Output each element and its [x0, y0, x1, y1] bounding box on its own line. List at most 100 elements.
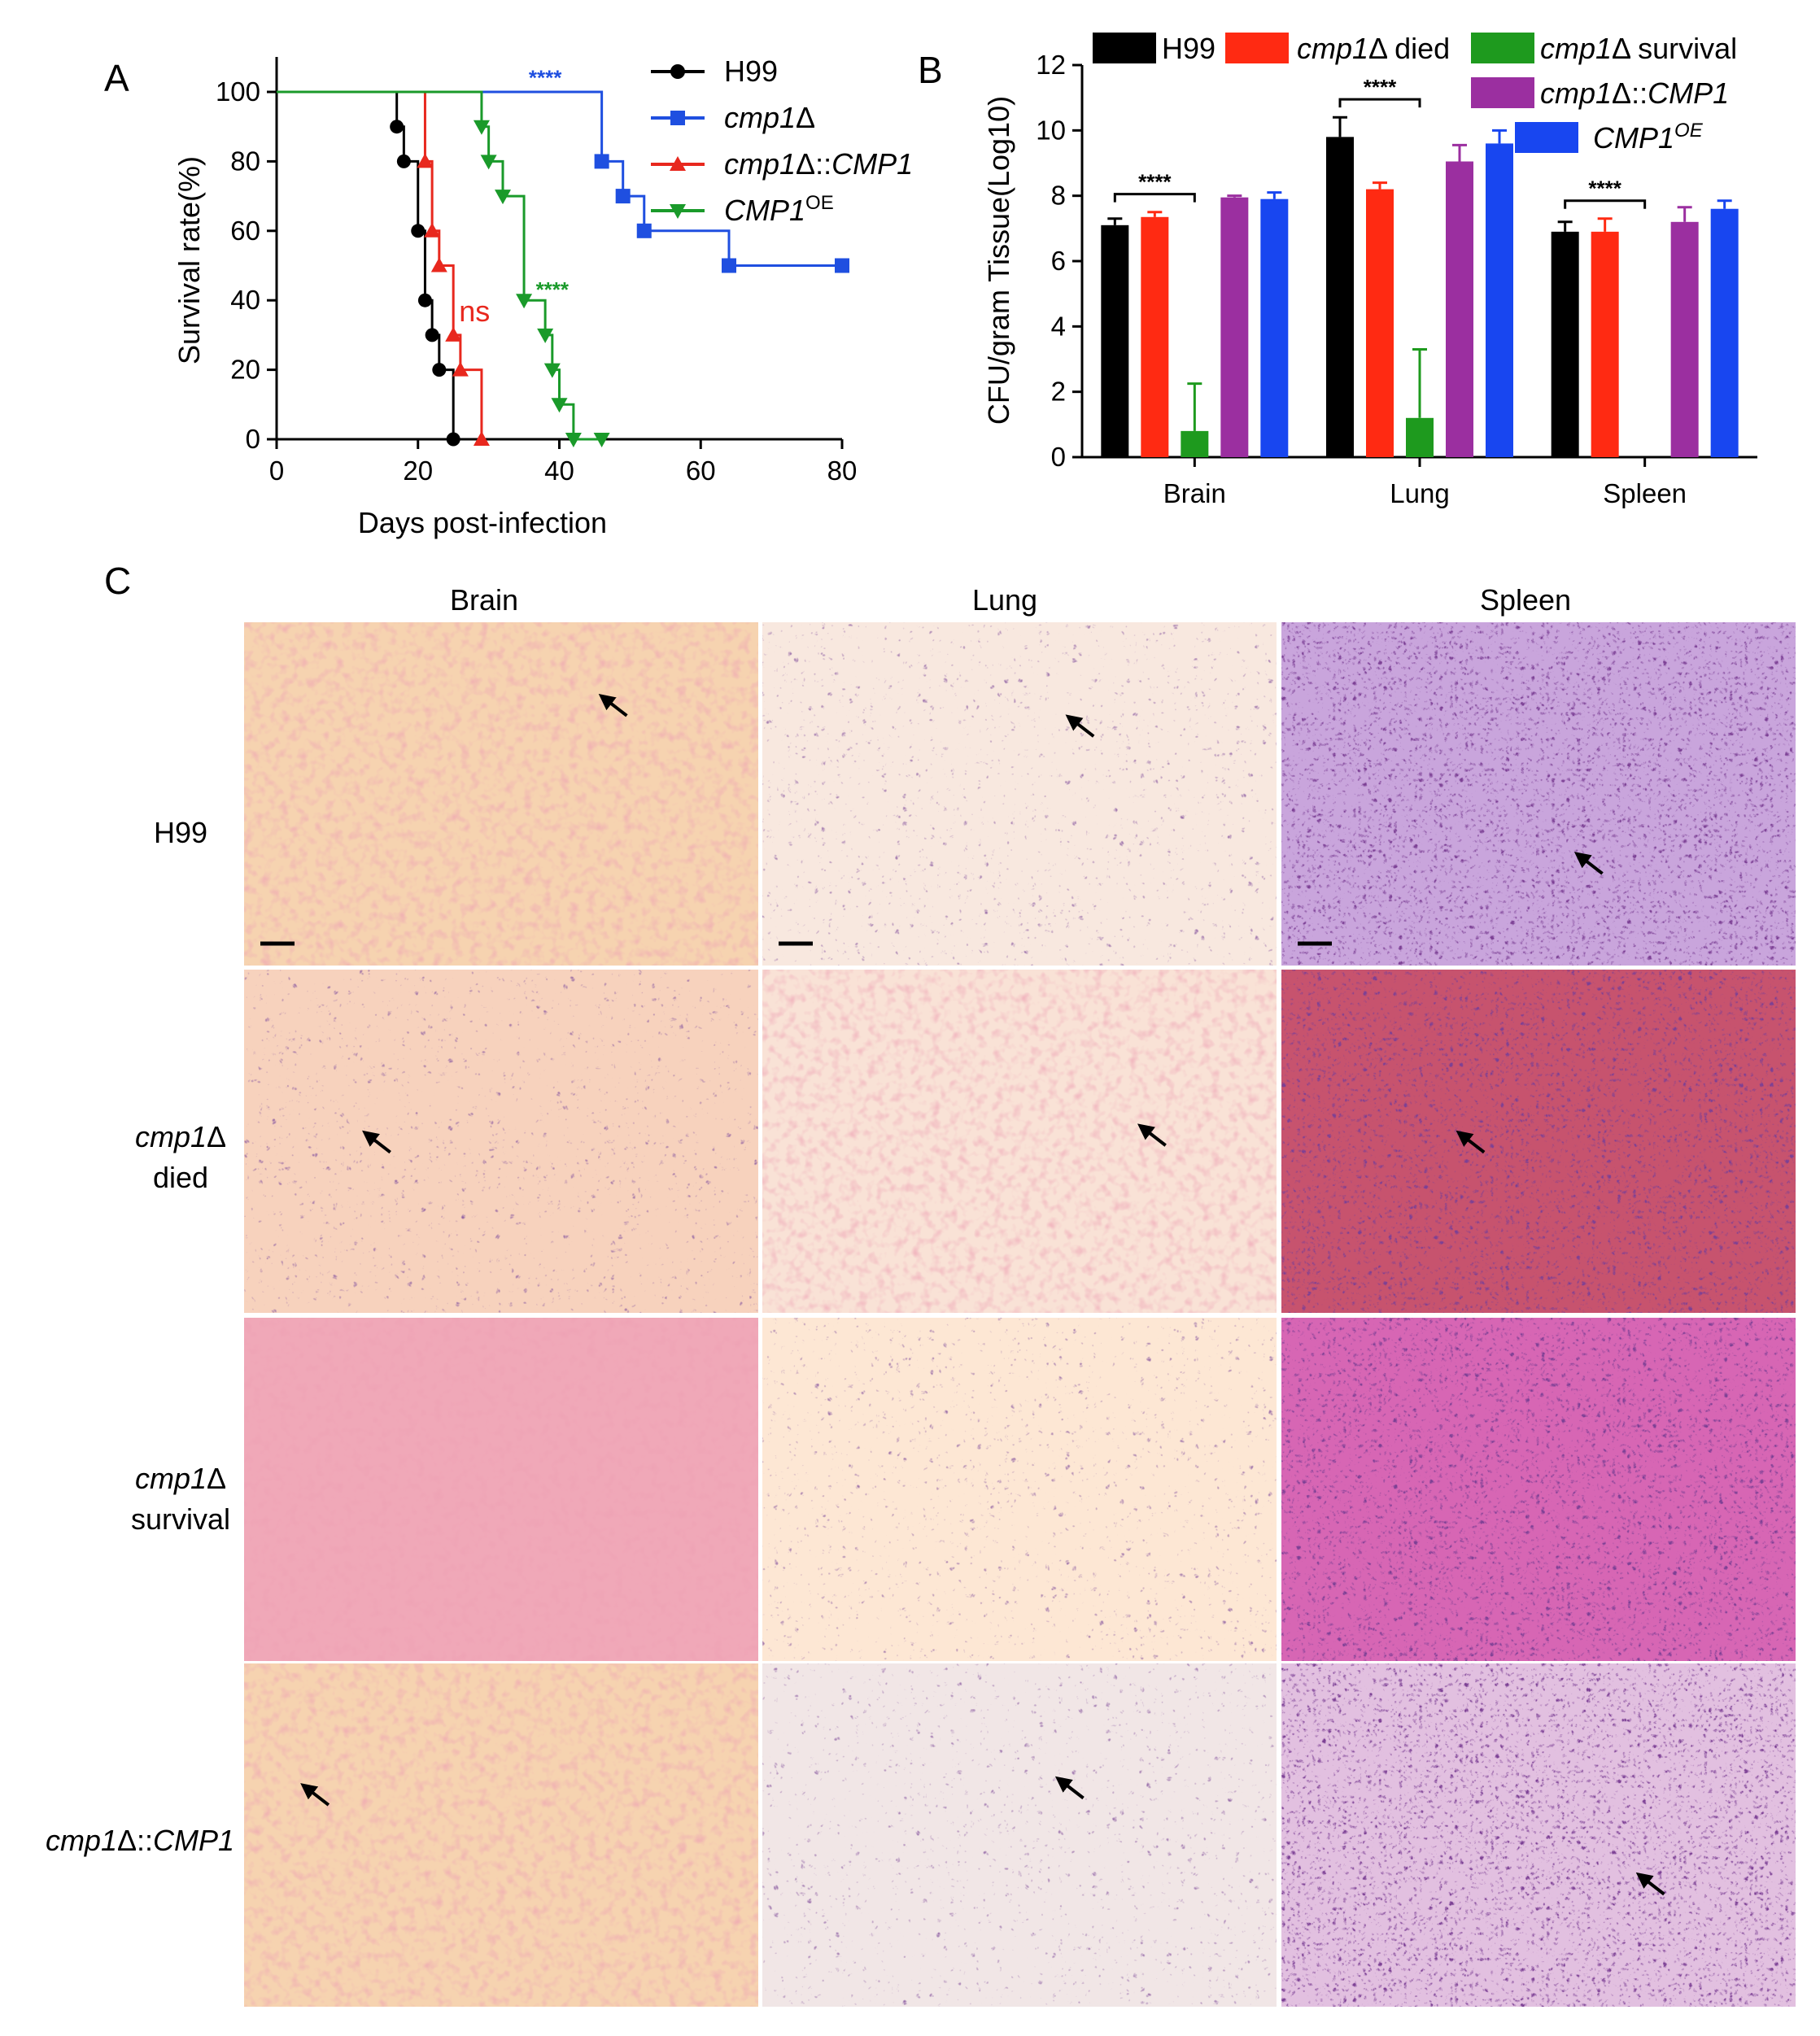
cfu-significance-bracket: [1113, 193, 1196, 203]
survival-point: [551, 398, 568, 413]
svg-text:cmp1Δ::CMP1: cmp1Δ::CMP1: [724, 147, 913, 181]
cfu-bar: [1220, 197, 1249, 458]
histology-tile-texture: [244, 622, 758, 966]
survival-y-tick-label: 0: [246, 424, 260, 454]
histology-image-r1-c2: [762, 622, 1277, 966]
svg-text:cmp1Δ survival: cmp1Δ survival: [1540, 32, 1737, 65]
survival-y-tick-label: 40: [230, 285, 260, 315]
survival-point: [432, 363, 447, 377]
survival-x-tick-label: 80: [827, 456, 858, 486]
histology-row-survival: cmp1Δ survival: [131, 1462, 230, 1536]
cfu-bar: [1710, 208, 1739, 457]
histology-row-died: cmp1Δ died: [135, 1120, 226, 1194]
survival-point: [835, 258, 849, 273]
survival-point: [452, 361, 469, 377]
survival-point: [615, 189, 631, 204]
arrow-icon: [1065, 714, 1095, 738]
survival-point: [636, 223, 652, 238]
survival-point: [417, 293, 432, 307]
panel-label-c: C: [104, 560, 131, 602]
histology-image-r1-c1: [244, 622, 758, 966]
histology-tile-texture: [762, 970, 1277, 1313]
histology-image-r4-c3: [1281, 1663, 1796, 2007]
survival-y-tick-label: 20: [230, 355, 260, 385]
histology-tile-texture: [1281, 1663, 1796, 2007]
histology-col-spleen: Spleen: [1480, 583, 1571, 617]
histology-tile-texture: [762, 1318, 1277, 1661]
svg-text:died: died: [153, 1161, 208, 1194]
svg-text:cmp1Δ: cmp1Δ: [724, 101, 815, 134]
survival-line: [277, 90, 842, 267]
histology-image-r3-c1: [244, 1318, 758, 1661]
survival-line: [277, 90, 483, 439]
survival-point: [411, 224, 426, 238]
survival-point: [396, 154, 411, 168]
cfu-bar: [1446, 161, 1473, 457]
svg-text:H99: H99: [1162, 32, 1216, 65]
histology-image-r3-c3: [1281, 1318, 1796, 1661]
histology-col-brain: Brain: [450, 583, 518, 617]
histology-tile-texture: [762, 622, 1277, 966]
legend-item-cmp1: cmp1Δ: [651, 101, 815, 134]
cfu-bar: [1101, 225, 1129, 457]
cfu-significance-label: ****: [1138, 170, 1172, 194]
histology-tile-texture: [1281, 970, 1796, 1313]
histology-image-r3-c2: [762, 1318, 1277, 1661]
histology-tile-texture: [244, 1318, 758, 1661]
arrow-icon: [598, 694, 628, 717]
survival-point: [473, 120, 490, 135]
arrow-icon: [1054, 1776, 1085, 1800]
survival-y-tick-label: 60: [230, 216, 260, 246]
svg-text:survival: survival: [131, 1502, 230, 1536]
survival-annotation: ****: [536, 277, 570, 302]
arrow-icon: [1137, 1123, 1167, 1147]
survival-series-0: [277, 90, 460, 447]
cfu-bar: [1326, 137, 1354, 457]
cfu-bar: [1141, 216, 1169, 457]
survival-point: [425, 328, 439, 342]
histology-tile-texture: [1281, 622, 1796, 966]
cfu-bar: [1551, 231, 1579, 457]
svg-text:CMP1OE: CMP1OE: [724, 192, 834, 227]
arrow-icon: [362, 1130, 391, 1154]
survival-annotation: ns: [459, 294, 490, 328]
survival-y-tick-label: 80: [230, 146, 260, 176]
survival-point: [417, 153, 434, 168]
svg-text:cmp1Δ::CMP1: cmp1Δ::CMP1: [1540, 76, 1729, 110]
histology-image-r4-c2: [762, 1663, 1277, 2007]
survival-point: [446, 432, 460, 447]
svg-text:cmp1Δ died: cmp1Δ died: [1297, 32, 1450, 65]
survival-annotation: ****: [529, 65, 562, 89]
survival-x-tick-label: 60: [686, 456, 716, 486]
survival-series-1: [277, 90, 849, 273]
cfu-significance-label: ****: [1588, 177, 1621, 201]
cfu-y-tick-label: 4: [1051, 311, 1066, 341]
histology-image-r1-c3: [1281, 622, 1796, 966]
cfu-bar-chart: 0 2 4 6 8 10 12 Brain **** Lung **** Spleen ****: [1036, 50, 1757, 508]
survival-point: [480, 155, 497, 170]
survival-line: [277, 90, 455, 439]
survival-point: [445, 326, 462, 342]
survival-point: [543, 363, 561, 378]
panel-label-a: A: [104, 57, 129, 99]
svg-text:CMP1OE: CMP1OE: [1593, 120, 1704, 155]
cfu-bar: [1670, 221, 1699, 457]
cfu-bar: [1486, 143, 1513, 457]
cfu-y-tick-label: 0: [1051, 442, 1066, 472]
survival-point: [516, 294, 533, 309]
histology-col-lung: Lung: [972, 583, 1037, 617]
survival-y-axis-label: Survival rate(%): [172, 156, 206, 364]
survival-chart: 0 20 40 60 80 0 20 40 60 80 100 **** **** ns: [216, 57, 857, 486]
cfu-bar: [1260, 198, 1289, 457]
survival-point: [565, 433, 582, 447]
cfu-bar: [1181, 430, 1209, 457]
survival-point: [495, 190, 511, 205]
histology-grid: [244, 622, 1796, 2007]
svg-text:cmp1Δ: cmp1Δ: [135, 1120, 226, 1153]
cfu-category-label: Spleen: [1603, 478, 1687, 508]
legend-item-cmp1-cmp1: cmp1Δ::CMP1: [651, 147, 913, 181]
survival-point: [424, 222, 441, 238]
survival-point: [390, 120, 404, 134]
survival-point: [473, 431, 490, 446]
survival-series-2: [277, 90, 490, 446]
